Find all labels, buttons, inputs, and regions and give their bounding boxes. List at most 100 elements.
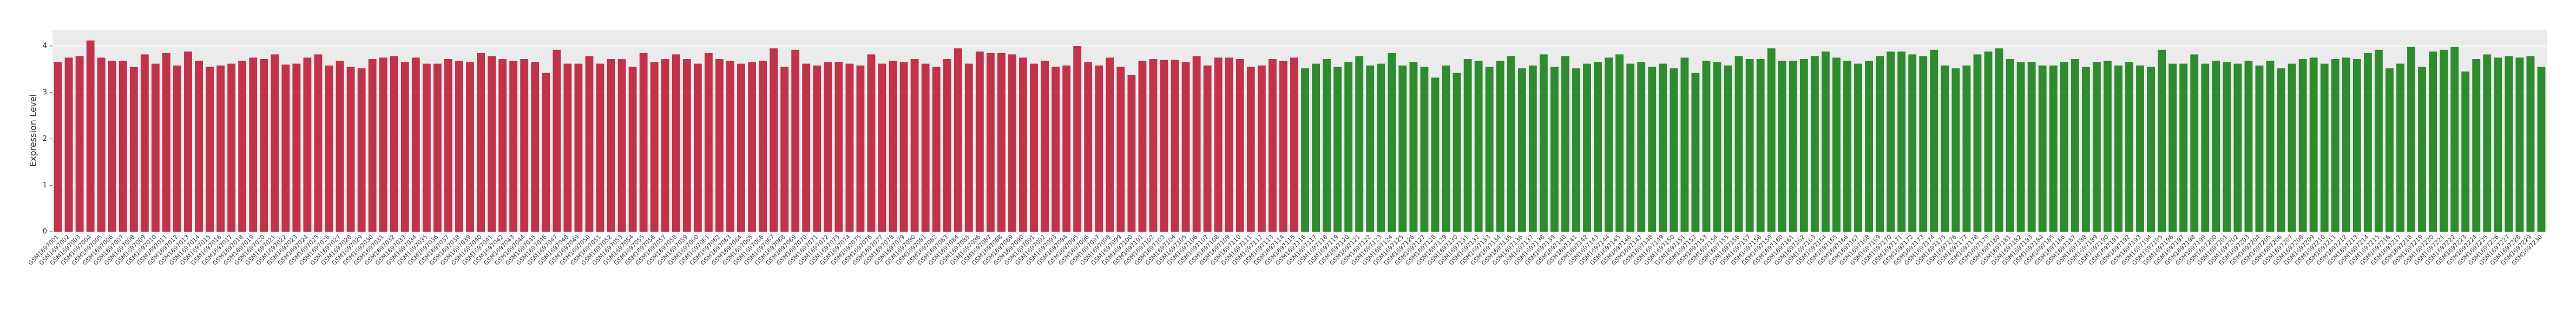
bar: [184, 51, 192, 232]
bar: [1095, 66, 1103, 232]
bar: [1572, 68, 1580, 232]
bar: [1767, 48, 1776, 232]
bar: [1941, 66, 1949, 232]
bar: [975, 51, 984, 232]
bar: [2461, 71, 2470, 232]
bar: [704, 53, 713, 232]
bar: [899, 62, 908, 232]
bar: [2104, 61, 2112, 232]
bar: [2331, 59, 2340, 232]
bar: [1073, 46, 1082, 232]
bar: [1887, 51, 1895, 232]
bar: [813, 66, 822, 232]
bar: [1930, 49, 1938, 232]
bar: [303, 57, 312, 232]
bar: [2515, 57, 2524, 232]
bar: [1366, 66, 1375, 232]
bar: [1084, 62, 1093, 232]
bar: [292, 63, 301, 232]
bar: [1670, 68, 1678, 232]
bar: [1344, 62, 1353, 232]
bar: [1409, 62, 1418, 232]
bar: [455, 61, 463, 232]
bar: [542, 73, 550, 232]
bar: [1702, 61, 1711, 232]
bar: [1756, 59, 1765, 232]
bar: [1301, 68, 1309, 232]
bar: [1214, 57, 1223, 232]
bar: [2016, 62, 2025, 232]
y-tick-label: 3: [43, 88, 47, 96]
bar: [444, 59, 452, 232]
bar: [2136, 66, 2144, 232]
bar: [617, 59, 626, 232]
bar: [1246, 67, 1255, 232]
bar: [2081, 67, 2090, 232]
bar: [1431, 77, 1440, 232]
bar: [661, 59, 669, 232]
bar: [2060, 62, 2068, 232]
bar: [433, 63, 442, 232]
y-tick-label: 0: [43, 228, 47, 236]
bar: [2505, 56, 2513, 232]
bar: [1388, 53, 1396, 232]
bar: [1832, 57, 1841, 232]
bar: [2049, 66, 2058, 232]
bar: [400, 62, 409, 232]
bar: [2071, 59, 2079, 232]
bar: [1528, 66, 1537, 232]
bar: [943, 59, 951, 232]
bar: [1908, 54, 1917, 232]
bar: [682, 59, 691, 232]
bar: [1713, 62, 1721, 232]
bar: [1517, 68, 1526, 232]
bar: [1398, 66, 1407, 232]
bar: [75, 56, 84, 232]
bar: [1181, 62, 1190, 232]
bar: [1138, 61, 1147, 232]
bar: [563, 63, 572, 232]
bar: [1594, 62, 1602, 232]
bar: [2342, 57, 2350, 232]
bar: [824, 62, 832, 232]
bar: [1799, 59, 1808, 232]
bar: [1583, 63, 1591, 232]
bar: [1778, 61, 1786, 232]
bar: [2158, 49, 2166, 232]
bar: [1160, 60, 1168, 232]
bar: [1648, 67, 1657, 232]
bar: [271, 54, 279, 232]
bar: [2233, 63, 2242, 232]
bar: [2309, 57, 2318, 232]
bar: [509, 61, 518, 232]
bar: [195, 61, 203, 232]
bar: [488, 56, 496, 232]
bar: [2038, 66, 2047, 232]
bar: [1268, 59, 1277, 232]
bar: [119, 61, 127, 232]
bar: [64, 57, 73, 232]
bar: [628, 67, 637, 232]
bar: [932, 67, 941, 232]
bar: [151, 63, 160, 232]
bar: [1496, 61, 1504, 232]
bar: [1973, 54, 1982, 232]
bar: [986, 53, 995, 232]
bar: [368, 59, 377, 232]
bar: [1810, 56, 1819, 232]
bar: [2386, 68, 2394, 232]
bar: [878, 63, 886, 232]
bar: [1008, 54, 1016, 232]
bar: [54, 62, 62, 232]
bar: [2244, 61, 2253, 232]
bar: [1626, 63, 1635, 232]
bar: [2179, 63, 2188, 232]
bar: [770, 48, 778, 232]
bar: [1789, 61, 1797, 232]
bar: [531, 62, 540, 232]
bar: [1116, 67, 1125, 232]
bar: [249, 57, 258, 232]
bar: [1734, 56, 1743, 232]
bar: [2472, 59, 2481, 232]
